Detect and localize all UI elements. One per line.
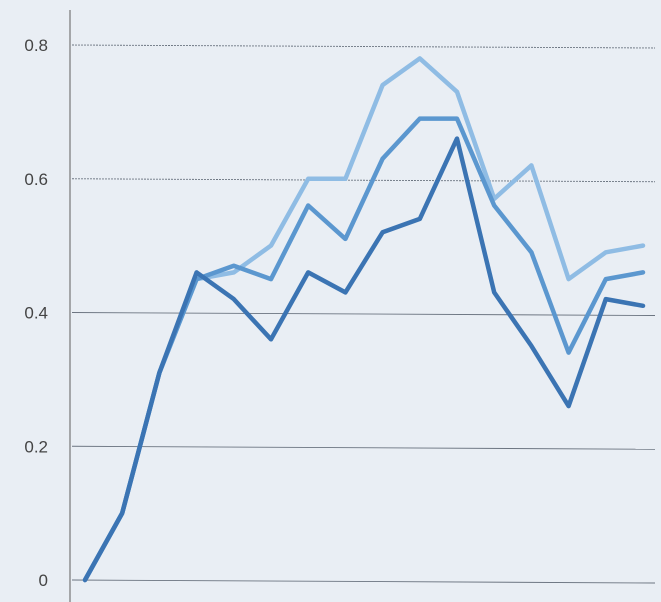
gridline: [71, 312, 656, 316]
y-tick-labels: 0 0.2 0.4 0.6 0.8: [24, 36, 48, 590]
y-tick-label: 0.4: [24, 304, 48, 323]
series-line-3: [82, 136, 646, 583]
y-tick-label: 0.2: [24, 437, 48, 456]
gridline: [71, 579, 656, 584]
y-tick-label: 0: [39, 571, 48, 590]
series-lines: [82, 56, 646, 583]
y-tick-label: 0.8: [24, 36, 48, 55]
gridline: [71, 44, 656, 49]
y-tick-label: 0.6: [24, 170, 48, 189]
gridline: [71, 445, 656, 450]
gridlines: [71, 44, 656, 584]
gridline: [71, 178, 656, 183]
